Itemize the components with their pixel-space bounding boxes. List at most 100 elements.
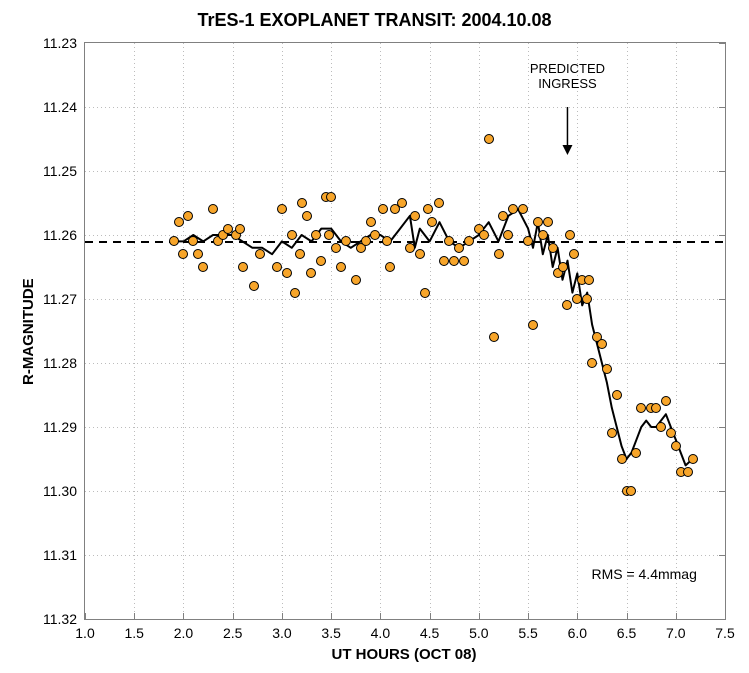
data-point xyxy=(565,230,575,240)
data-point xyxy=(661,396,671,406)
y-tick-label: 11.31 xyxy=(43,547,85,563)
data-point xyxy=(444,236,454,246)
data-point xyxy=(584,275,594,285)
data-point xyxy=(626,486,636,496)
x-tick-label: 2.5 xyxy=(223,619,242,641)
data-point xyxy=(287,230,297,240)
y-tick-label: 11.24 xyxy=(43,99,85,115)
chart-container: TrES-1 EXOPLANET TRANSIT: 2004.10.08 PRE… xyxy=(0,0,749,673)
x-tick-label: 4.0 xyxy=(371,619,390,641)
data-point xyxy=(612,390,622,400)
data-point xyxy=(562,300,572,310)
data-point xyxy=(235,224,245,234)
data-point xyxy=(423,204,433,214)
rms-label: RMS = 4.4mmag xyxy=(591,566,696,582)
data-point xyxy=(543,217,553,227)
data-point xyxy=(688,454,698,464)
data-point xyxy=(494,249,504,259)
ingress-arrow xyxy=(85,43,725,619)
data-point xyxy=(464,236,474,246)
data-point xyxy=(454,243,464,253)
data-point xyxy=(538,230,548,240)
data-point xyxy=(508,204,518,214)
y-tick-label: 11.25 xyxy=(43,163,85,179)
data-point xyxy=(297,198,307,208)
y-axis-label: R-MAGNITUDE xyxy=(20,278,37,385)
data-point xyxy=(341,236,351,246)
data-point xyxy=(528,320,538,330)
data-point xyxy=(449,256,459,266)
data-point xyxy=(582,294,592,304)
data-point xyxy=(238,262,248,272)
data-point xyxy=(617,454,627,464)
data-point xyxy=(306,268,316,278)
data-point xyxy=(174,217,184,227)
y-tick-label: 11.27 xyxy=(43,291,85,307)
y-tick-label: 11.28 xyxy=(43,355,85,371)
data-point xyxy=(479,230,489,240)
data-point xyxy=(397,198,407,208)
data-point xyxy=(558,262,568,272)
trend-line xyxy=(85,43,725,619)
data-point xyxy=(587,358,597,368)
x-tick-label: 5.5 xyxy=(518,619,537,641)
data-point xyxy=(533,217,543,227)
data-point xyxy=(255,249,265,259)
data-point xyxy=(405,243,415,253)
data-point xyxy=(169,236,179,246)
data-point xyxy=(188,236,198,246)
y-tick-label: 11.30 xyxy=(43,483,85,499)
data-point xyxy=(316,256,326,266)
data-point xyxy=(518,204,528,214)
data-point xyxy=(331,243,341,253)
data-point xyxy=(311,230,321,240)
data-point xyxy=(351,275,361,285)
data-point xyxy=(302,211,312,221)
chart-title: TrES-1 EXOPLANET TRANSIT: 2004.10.08 xyxy=(0,10,749,31)
data-point xyxy=(385,262,395,272)
x-axis-label: UT HOURS (OCT 08) xyxy=(84,646,724,663)
data-point xyxy=(459,256,469,266)
data-point xyxy=(198,262,208,272)
data-point xyxy=(651,403,661,413)
data-point xyxy=(484,134,494,144)
data-point xyxy=(666,428,676,438)
data-point xyxy=(370,230,380,240)
x-tick-label: 3.0 xyxy=(272,619,291,641)
y-tick-label: 11.29 xyxy=(43,419,85,435)
x-tick-label: 7.0 xyxy=(666,619,685,641)
data-point xyxy=(382,236,392,246)
data-point xyxy=(290,288,300,298)
x-tick-label: 1.5 xyxy=(124,619,143,641)
x-tick-label: 7.5 xyxy=(715,619,734,641)
predicted-ingress-label: PREDICTED INGRESS xyxy=(527,61,607,91)
data-point xyxy=(656,422,666,432)
data-point xyxy=(277,204,287,214)
reference-line xyxy=(85,241,725,243)
data-point xyxy=(410,211,420,221)
data-point xyxy=(193,249,203,259)
y-tick-label: 11.26 xyxy=(43,227,85,243)
y-tick-label: 11.23 xyxy=(43,35,85,51)
data-point xyxy=(282,268,292,278)
data-point xyxy=(272,262,282,272)
x-tick-label: 3.5 xyxy=(321,619,340,641)
data-point xyxy=(572,294,582,304)
data-point xyxy=(324,230,334,240)
data-point xyxy=(415,249,425,259)
data-point xyxy=(178,249,188,259)
data-point xyxy=(427,217,437,227)
x-tick-label: 5.0 xyxy=(469,619,488,641)
data-point xyxy=(503,230,513,240)
data-point xyxy=(523,236,533,246)
data-point xyxy=(548,243,558,253)
data-point xyxy=(498,211,508,221)
plot-area: PREDICTED INGRESS RMS = 4.4mmag 11.2311.… xyxy=(84,42,726,620)
data-point xyxy=(439,256,449,266)
x-tick-label: 6.0 xyxy=(568,619,587,641)
data-point xyxy=(569,249,579,259)
x-tick-label: 6.5 xyxy=(617,619,636,641)
data-point xyxy=(420,288,430,298)
data-point xyxy=(183,211,193,221)
data-point xyxy=(489,332,499,342)
